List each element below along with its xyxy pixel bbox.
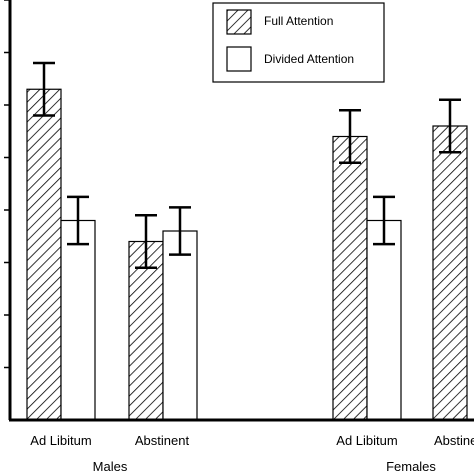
bar-full-attention-2 bbox=[332, 135, 368, 421]
group-label-males: Males bbox=[93, 459, 128, 474]
chart-marks bbox=[26, 61, 468, 421]
bar-divided-attention-1 bbox=[162, 230, 198, 421]
legend-label-full-attention: Full Attention bbox=[264, 14, 333, 28]
bar-divided-attention-0 bbox=[60, 219, 96, 421]
bar-full-attention-0 bbox=[26, 88, 62, 421]
bar-full-attention-1 bbox=[128, 240, 164, 421]
group-label-females: Females bbox=[386, 459, 436, 474]
legend-label-divided-attention: Divided Attention bbox=[264, 52, 354, 66]
legend-swatch-divided-attention bbox=[226, 46, 252, 72]
tick-label-abstinent-females: Abstinent bbox=[434, 433, 474, 448]
tick-label-abstinent-males: Abstinent bbox=[135, 433, 190, 448]
bar-full-attention-3 bbox=[432, 125, 468, 421]
tick-label-ad-libitum-males: Ad Libitum bbox=[30, 433, 91, 448]
legend-swatch-full-attention bbox=[226, 9, 252, 35]
legend: Full Attention Divided Attention bbox=[212, 2, 385, 83]
y-axis-ticks bbox=[4, 0, 10, 369]
tick-label-ad-libitum-females: Ad Libitum bbox=[336, 433, 397, 448]
bar-divided-attention-2 bbox=[366, 219, 402, 421]
